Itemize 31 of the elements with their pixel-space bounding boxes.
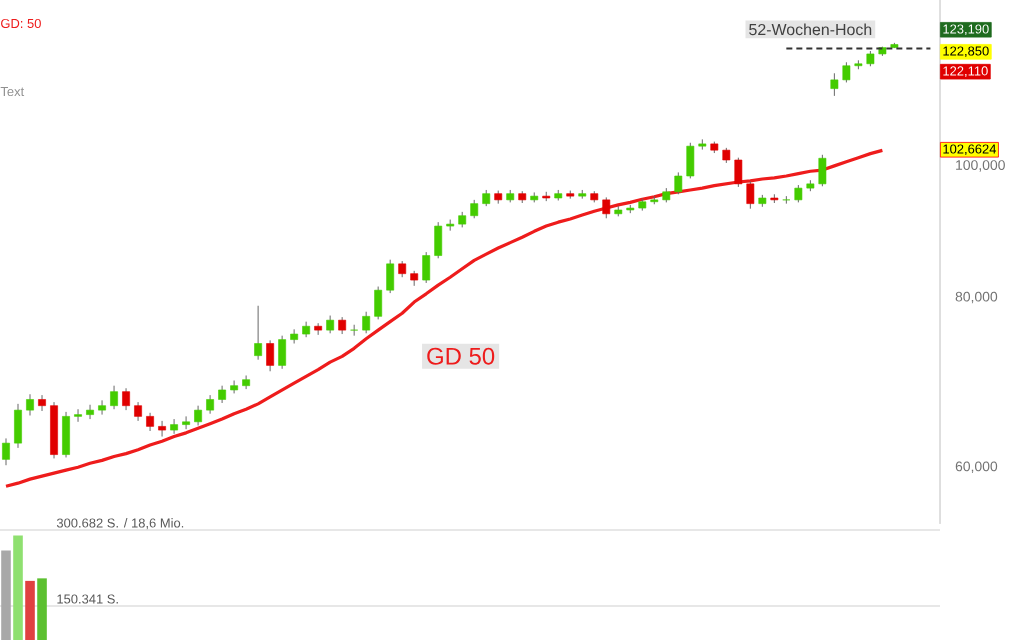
candlestick — [278, 335, 287, 370]
candlestick — [242, 374, 251, 390]
candlestick — [470, 199, 479, 219]
candlestick — [26, 393, 34, 416]
candlestick — [206, 394, 214, 415]
candlestick — [98, 399, 106, 416]
candlestick — [62, 411, 70, 458]
candlestick — [74, 408, 82, 423]
candlestick — [374, 286, 383, 320]
candlestick — [38, 394, 46, 412]
candlestick — [170, 418, 178, 435]
candlestick — [86, 404, 94, 420]
candlestick — [14, 403, 22, 449]
candlestick — [314, 322, 323, 336]
candlestick — [266, 339, 275, 372]
candlestick — [134, 401, 142, 422]
candlestick — [146, 412, 154, 432]
candlestick — [2, 437, 10, 466]
candlestick — [110, 385, 118, 410]
candlestick — [434, 221, 443, 259]
candlestick — [230, 380, 238, 394]
candlestick — [254, 305, 263, 361]
candlestick — [194, 405, 202, 426]
candlestick — [362, 311, 371, 334]
candlestick — [422, 251, 431, 284]
candlestick — [386, 259, 395, 294]
candlestick — [158, 420, 166, 438]
candlestick — [290, 328, 299, 345]
candlestick — [122, 387, 130, 411]
candlestick — [182, 415, 190, 430]
series-label: GD 50 — [427, 347, 495, 365]
